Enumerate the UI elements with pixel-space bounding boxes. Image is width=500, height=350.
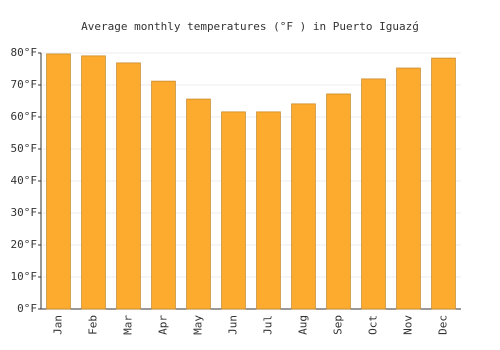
y-tick-label: 0°F [17, 302, 37, 315]
bar [396, 67, 421, 310]
x-tick-label: May [192, 315, 205, 335]
x-tick-label: Jan [52, 315, 65, 335]
chart-title: Average monthly temperatures (°F ) in Pu… [81, 20, 419, 33]
bar [116, 62, 141, 310]
bar [291, 103, 316, 310]
bar [186, 98, 211, 310]
x-tick-label: Jul [262, 315, 275, 335]
bar [326, 93, 351, 310]
y-tick-label: 80°F [11, 46, 38, 59]
y-tick-label: 50°F [11, 142, 38, 155]
x-tick-label: Apr [157, 315, 170, 335]
x-tick-label: Sep [332, 315, 345, 335]
bar [221, 111, 246, 310]
bar [81, 55, 106, 310]
x-tick-label: Mar [122, 315, 135, 335]
x-tick-label: Aug [297, 315, 310, 335]
x-tick-label: Feb [87, 315, 100, 335]
x-tick-label: Dec [437, 315, 450, 335]
bar [361, 78, 386, 310]
bar [46, 53, 71, 310]
bar [151, 80, 176, 310]
y-tick-label: 30°F [11, 206, 38, 219]
y-tick-label: 20°F [11, 238, 38, 251]
x-tick-label: Nov [402, 315, 415, 335]
y-tick-label: 60°F [11, 110, 38, 123]
bar [256, 111, 281, 310]
y-tick-label: 70°F [11, 78, 38, 91]
x-tick-label: Oct [367, 315, 380, 335]
y-tick-label: 10°F [11, 270, 38, 283]
y-tick-label: 40°F [11, 174, 38, 187]
x-tick-label: Jun [227, 315, 240, 335]
bar [431, 57, 456, 310]
